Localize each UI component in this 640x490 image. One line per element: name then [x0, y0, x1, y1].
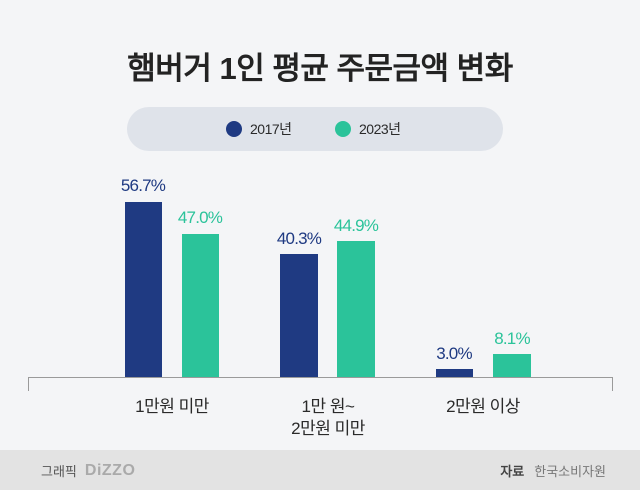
legend-item-2017: 2017년: [226, 107, 292, 151]
bar-2023-over-20k: [493, 354, 531, 377]
footer: 그래픽 DiZZO 자료 한국소비자원: [0, 450, 640, 490]
source-credit: 자료 한국소비자원: [500, 461, 606, 480]
bar-2017-under-10k: [125, 202, 162, 377]
bar-chart: 56.7% 47.0% 40.3% 44.9% 3.0% 8.1% 1만원 미만…: [28, 176, 613, 440]
brand-logo: DiZZO: [84, 461, 136, 479]
legend-label-2017: 2017년: [250, 121, 292, 137]
source-value: 한국소비자원: [534, 464, 606, 479]
legend: 2017년 2023년: [127, 107, 503, 151]
chart-title: 햄버거 1인 평균 주문금액 변화: [127, 51, 513, 86]
legend-label-2023: 2023년: [359, 121, 401, 137]
legend-item-2023: 2023년: [335, 107, 401, 151]
bar-2023-under-10k: [182, 234, 219, 377]
category-label-under-10k: 1만원 미만: [92, 396, 252, 418]
category-label-10k-20k: 1만 원~ 2만원 미만: [248, 396, 408, 440]
value-label-2023-over-20k: 8.1%: [494, 329, 530, 348]
bar-2017-10k-20k: [280, 254, 318, 377]
x-axis-line: [28, 377, 613, 378]
bar-2017-over-20k: [436, 369, 473, 377]
category-label-line1: 1만원 미만: [135, 397, 209, 416]
category-label-line1: 1만 원~: [301, 397, 355, 416]
category-label-over-20k: 2만원 이상: [403, 396, 563, 418]
value-label-2023-under-10k: 47.0%: [177, 208, 223, 227]
value-label-2017-over-20k: 3.0%: [436, 344, 472, 363]
source-label: 자료: [500, 464, 525, 479]
category-label-line1: 2만원 이상: [446, 397, 520, 416]
x-axis-tick-right: [612, 377, 613, 391]
bar-2023-10k-20k: [337, 241, 375, 377]
graphic-credit: 그래픽 DiZZO: [41, 461, 135, 480]
value-label-2017-10k-20k: 40.3%: [276, 229, 322, 248]
credit-label: 그래픽: [41, 464, 77, 479]
value-label-2023-10k-20k: 44.9%: [333, 216, 379, 235]
x-axis-tick-left: [28, 377, 29, 391]
category-label-line2: 2만원 미만: [291, 419, 365, 438]
value-label-2017-under-10k: 56.7%: [120, 176, 166, 195]
legend-dot-2023-icon: [335, 121, 351, 137]
legend-dot-2017-icon: [226, 121, 242, 137]
